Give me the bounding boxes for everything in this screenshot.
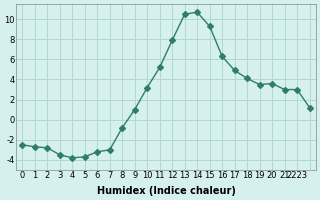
X-axis label: Humidex (Indice chaleur): Humidex (Indice chaleur) bbox=[97, 186, 236, 196]
